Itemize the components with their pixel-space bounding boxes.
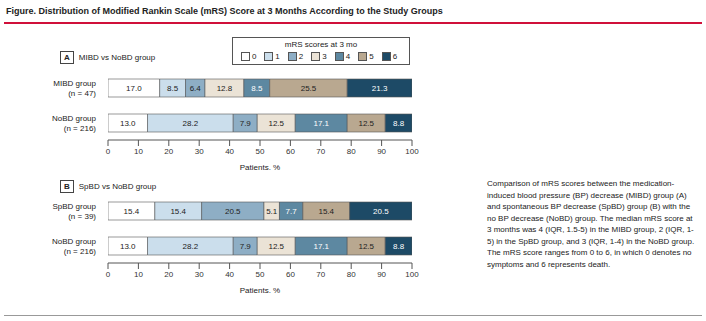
svg-text:30: 30 bbox=[195, 147, 204, 156]
html-text:Figure. Distribution of Modifi: Figure. Distribution of Modified Rankin … bbox=[6, 6, 443, 16]
svg-text:0: 0 bbox=[106, 147, 111, 156]
svg-text:50: 50 bbox=[256, 147, 265, 156]
svg-text:12.5: 12.5 bbox=[358, 242, 374, 251]
svg-text:100: 100 bbox=[405, 147, 419, 156]
svg-text:20.5: 20.5 bbox=[225, 207, 241, 216]
svg-text:28.2: 28.2 bbox=[183, 242, 199, 251]
svg-text:90: 90 bbox=[377, 270, 386, 279]
svg-text:70: 70 bbox=[316, 147, 325, 156]
svg-text:12.5: 12.5 bbox=[268, 242, 284, 251]
svg-text:8.5: 8.5 bbox=[251, 84, 263, 93]
svg-text:20: 20 bbox=[164, 147, 173, 156]
svg-text:40: 40 bbox=[225, 147, 234, 156]
html-text:0: 0 bbox=[251, 52, 257, 61]
svg-text:13.0: 13.0 bbox=[120, 119, 136, 128]
svg-text:8.8: 8.8 bbox=[393, 242, 405, 251]
html-text:1: 1 bbox=[275, 52, 280, 61]
html-text:B: B bbox=[64, 182, 70, 191]
svg-text:12.5: 12.5 bbox=[358, 119, 374, 128]
html-text:MIBD vs NoBD group: MIBD vs NoBD group bbox=[78, 53, 156, 62]
html-text:5: 5 bbox=[369, 52, 374, 61]
svg-text:Patients, %: Patients, % bbox=[240, 286, 280, 293]
svg-text:30: 30 bbox=[195, 270, 204, 279]
svg-text:7.9: 7.9 bbox=[240, 119, 252, 128]
html-text:A: A bbox=[64, 53, 70, 62]
svg-text:8.8: 8.8 bbox=[393, 119, 405, 128]
svg-text:15.4: 15.4 bbox=[170, 207, 186, 216]
svg-text:NoBD group(n = 216): NoBD group(n = 216) bbox=[52, 237, 97, 256]
svg-text:100: 100 bbox=[405, 270, 419, 279]
svg-text:28.2: 28.2 bbox=[183, 119, 199, 128]
html-text:Comparison of mRS scores betwe: Comparison of mRS scores between the med… bbox=[487, 179, 695, 269]
html-text:6: 6 bbox=[392, 52, 398, 61]
svg-text:21.3: 21.3 bbox=[372, 84, 388, 93]
svg-text:17.1: 17.1 bbox=[313, 242, 329, 251]
html-text:mRS scores at 3 mo: mRS scores at 3 mo bbox=[284, 40, 358, 49]
svg-text:12.5: 12.5 bbox=[268, 119, 284, 128]
svg-text:50: 50 bbox=[256, 270, 265, 279]
svg-text:15.4: 15.4 bbox=[124, 207, 140, 216]
svg-text:SpBD group(n = 39): SpBD group(n = 39) bbox=[52, 202, 96, 221]
svg-text:7.7: 7.7 bbox=[286, 207, 298, 216]
html-text:2: 2 bbox=[298, 52, 304, 61]
svg-text:70: 70 bbox=[316, 270, 325, 279]
svg-text:MIBD group(n = 47): MIBD group(n = 47) bbox=[53, 79, 96, 98]
svg-text:25.5: 25.5 bbox=[301, 84, 317, 93]
svg-text:80: 80 bbox=[347, 147, 356, 156]
svg-text:40: 40 bbox=[225, 270, 234, 279]
svg-text:10: 10 bbox=[134, 270, 143, 279]
html-text:3: 3 bbox=[322, 52, 327, 61]
html-text:4: 4 bbox=[345, 52, 351, 61]
svg-text:8.5: 8.5 bbox=[167, 84, 179, 93]
html-text:SpBD vs NoBD group: SpBD vs NoBD group bbox=[78, 182, 157, 191]
svg-text:60: 60 bbox=[286, 147, 295, 156]
svg-text:20.5: 20.5 bbox=[373, 207, 389, 216]
svg-text:0: 0 bbox=[106, 270, 111, 279]
svg-text:60: 60 bbox=[286, 270, 295, 279]
svg-text:Patients, %: Patients, % bbox=[240, 163, 280, 170]
svg-text:NoBD group(n = 216): NoBD group(n = 216) bbox=[52, 114, 97, 133]
svg-text:13.0: 13.0 bbox=[120, 242, 136, 251]
svg-text:6.4: 6.4 bbox=[190, 84, 202, 93]
svg-text:17.0: 17.0 bbox=[126, 84, 142, 93]
svg-text:17.1: 17.1 bbox=[313, 119, 329, 128]
svg-text:90: 90 bbox=[377, 147, 386, 156]
svg-text:7.9: 7.9 bbox=[240, 242, 252, 251]
svg-text:10: 10 bbox=[134, 147, 143, 156]
svg-text:20: 20 bbox=[164, 270, 173, 279]
svg-text:12.8: 12.8 bbox=[217, 84, 233, 93]
svg-text:80: 80 bbox=[347, 270, 356, 279]
svg-text:15.4: 15.4 bbox=[318, 207, 334, 216]
svg-text:5.1: 5.1 bbox=[266, 207, 278, 216]
